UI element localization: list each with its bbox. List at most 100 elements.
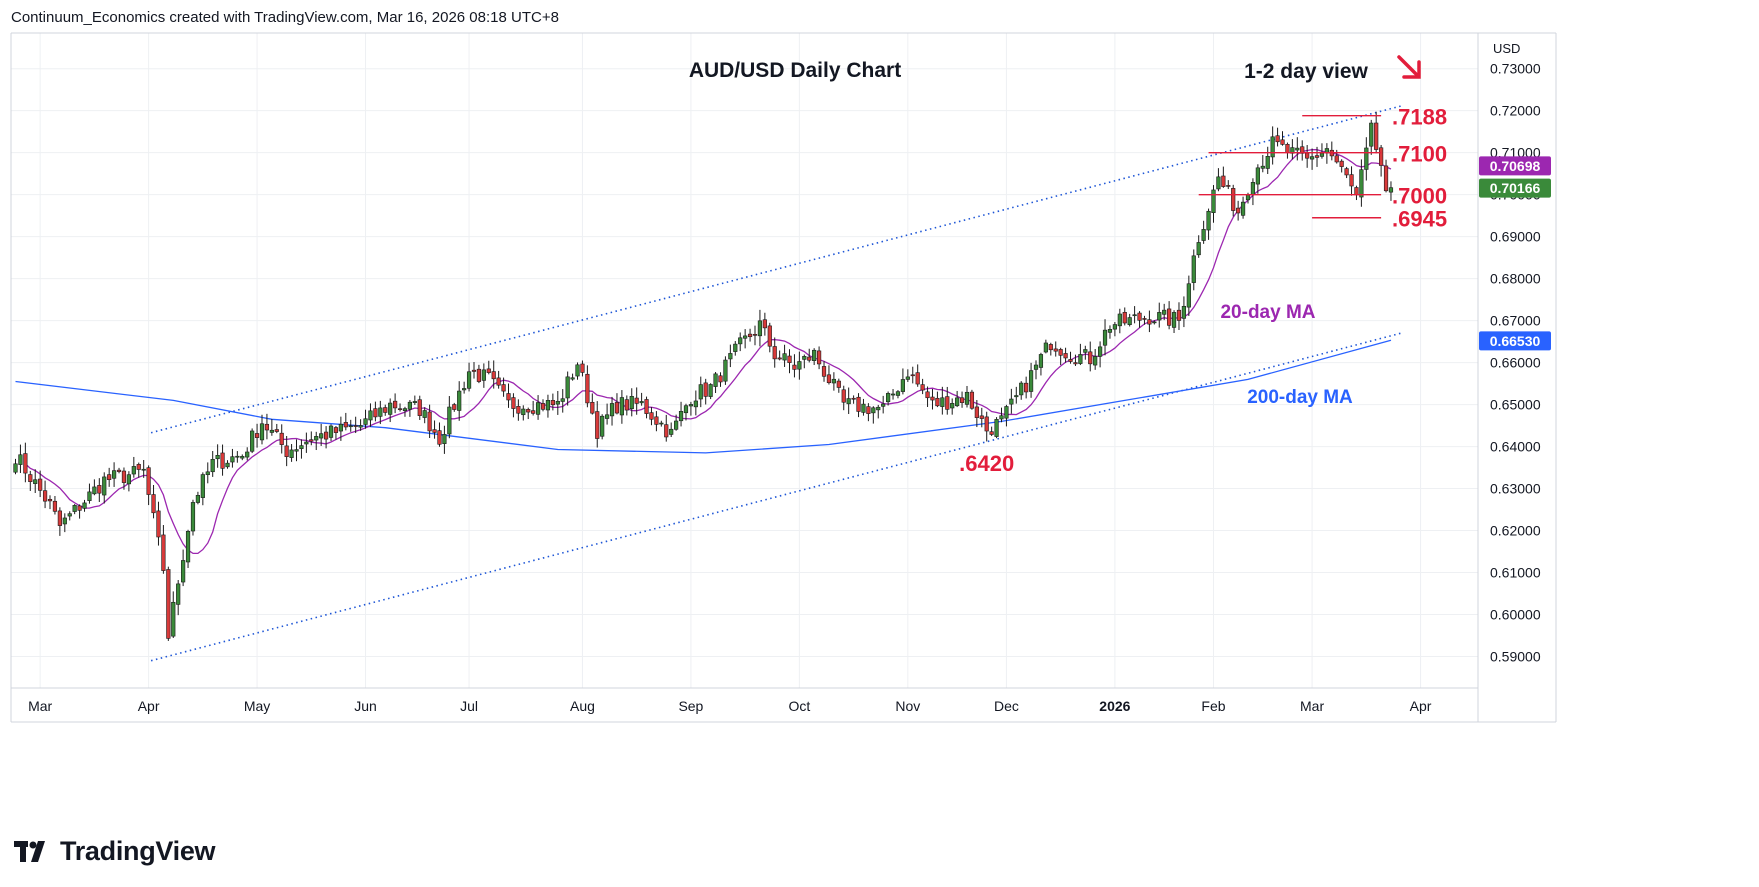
candle-down [427,411,432,432]
candle-down [397,408,403,410]
candle-up [1245,194,1251,201]
candle-up [1014,395,1019,398]
candle-up [994,419,999,437]
y-tick-label: 0.64000 [1490,439,1541,455]
candle-down [501,384,506,392]
candle-down [945,396,950,410]
candle-down [491,371,496,380]
tradingview-brand[interactable]: TradingView [14,836,216,867]
candle-up [1186,283,1191,308]
candle-up [348,425,353,428]
candle-down [1053,348,1058,352]
candle-up [1004,406,1009,419]
candle-down [787,355,792,363]
candle-up [743,335,748,339]
channel-lower [150,332,1402,662]
chart-grid [11,33,1478,688]
candle-down [624,399,629,411]
ma20-price-badge-bg [1479,156,1551,176]
candle-up [215,455,220,460]
x-tick-label: Aug [570,698,595,714]
candle-up [378,407,383,417]
candle-up [940,397,945,407]
candle-up [412,401,417,403]
axis-frame [10,32,1557,723]
candle-up [900,379,905,392]
candle-down [644,399,649,414]
level-label: .7100 [1392,142,1447,167]
candle-up [1132,314,1137,317]
candle-up [545,400,551,411]
ma200-annotation: 200-day MA [1247,387,1353,408]
candle-up [639,401,644,404]
candle-up [230,456,235,463]
candle-down [856,396,861,412]
ma20-line [24,148,1392,555]
candle-up [831,378,836,384]
candle-up [659,422,664,425]
y-tick-label: 0.59000 [1490,649,1541,665]
candle-down [432,429,437,433]
candle-down [47,498,53,502]
candle-down [1379,147,1384,166]
candle-down [649,412,654,420]
candle-up [319,433,324,439]
tradingview-logo-icon [14,840,45,862]
candle-up [210,459,215,473]
candle-down [747,333,753,338]
candle-down [166,569,171,639]
candle-down [540,403,546,410]
candle-up [1107,329,1113,333]
candle-down [841,389,846,403]
candle-up [812,349,817,362]
candle-up [565,376,570,399]
candle-down [614,402,620,414]
candle-up [1250,182,1256,195]
candle-up [1171,312,1177,328]
candle-down [585,373,590,404]
candle-down [762,319,767,329]
last-price-badge: 0.70166 [1490,180,1541,196]
candle-up [802,356,807,360]
candle-down [590,401,595,414]
currency-label: USD [1493,41,1520,56]
candlesticks [13,111,1394,641]
x-tick-label: Apr [1410,698,1432,714]
candle-up [225,462,230,468]
x-tick-label: Apr [138,698,160,714]
candle-up [1009,398,1014,405]
candle-up [1191,255,1196,283]
candle-up [693,400,698,408]
candle-down [526,409,531,413]
candle-down [836,380,841,388]
candle-up [861,403,866,413]
candle-up [447,406,452,435]
trend-channel [150,105,1402,662]
candle-up [190,502,196,532]
candle-up [82,502,87,509]
candle-up [294,449,299,452]
candle-down [23,453,28,474]
candle-down [1285,144,1290,153]
candle-up [240,456,245,459]
candle-up [245,451,250,458]
candle-up [600,415,605,437]
candle-down [580,363,585,373]
candle-up [72,505,77,512]
candle-down [151,494,156,514]
candle-down [77,505,82,511]
candle-up [782,353,787,361]
candle-down [417,399,422,416]
ma200-price-badge-bg [1479,331,1551,351]
y-tick-label: 0.68000 [1490,271,1541,287]
y-tick-label: 0.63000 [1490,481,1541,497]
candle-down [752,334,758,336]
candle-up [314,436,319,441]
candle-up [259,423,265,441]
candle-up [481,369,486,381]
candle-up [604,414,610,419]
y-tick-label: 0.67000 [1490,313,1541,329]
candle-down [161,534,166,571]
x-tick-label: 2026 [1099,698,1130,714]
